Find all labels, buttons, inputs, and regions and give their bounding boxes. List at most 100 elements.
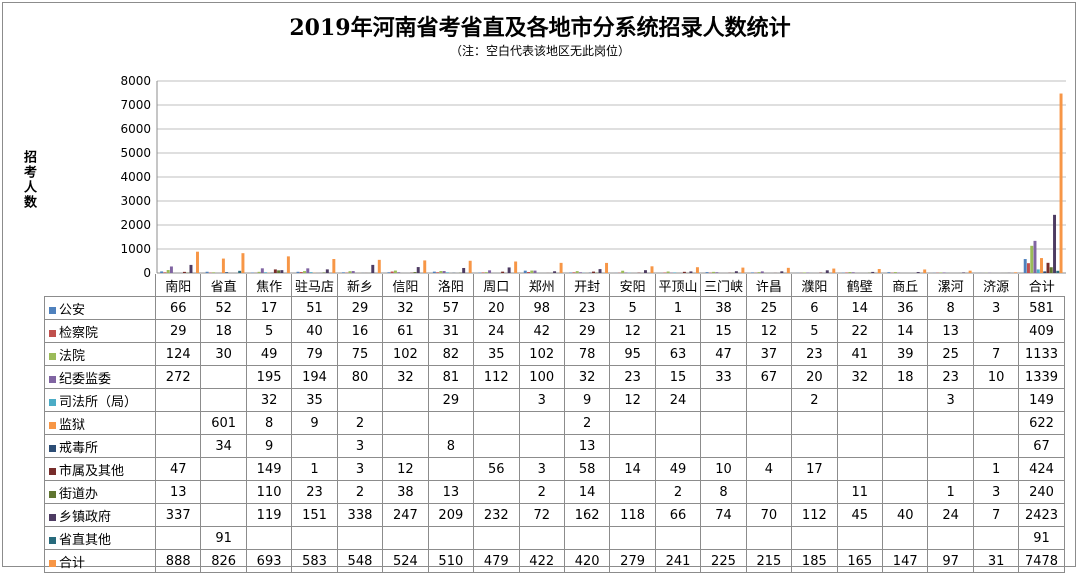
data-label — [837, 527, 882, 550]
bar — [572, 272, 575, 273]
data-label: 10 — [973, 366, 1018, 389]
data-label — [428, 458, 473, 481]
data-label: 12 — [383, 458, 428, 481]
bar — [1024, 259, 1027, 273]
legend-label: 检察院 — [59, 326, 98, 341]
data-label — [655, 412, 700, 435]
bar — [225, 272, 228, 273]
legend-label: 公安 — [59, 303, 85, 318]
data-label: 15 — [655, 366, 700, 389]
data-label: 81 — [428, 366, 473, 389]
data-label: 240 — [1019, 481, 1064, 504]
legend-label: 市属及其他 — [59, 464, 124, 479]
data-label: 32 — [246, 389, 291, 412]
bar — [280, 270, 283, 273]
bar — [167, 270, 170, 273]
data-label: 215 — [746, 550, 791, 573]
data-label: 79 — [292, 343, 337, 366]
data-label: 194 — [292, 366, 337, 389]
data-label — [474, 527, 519, 550]
x-tick-label: 信阳 — [383, 274, 428, 297]
bar — [673, 272, 676, 273]
legend-entry: 市属及其他 — [45, 458, 156, 481]
legend-key — [49, 514, 56, 521]
data-label: 162 — [564, 504, 609, 527]
bar — [274, 269, 277, 273]
bar — [553, 271, 556, 273]
y-tick-label: 6000 — [120, 122, 151, 136]
bar — [832, 269, 835, 273]
data-label: 100 — [519, 366, 564, 389]
bar — [576, 271, 579, 273]
data-label: 225 — [701, 550, 746, 573]
bar — [1053, 215, 1056, 273]
data-label — [383, 412, 428, 435]
data-label: 110 — [246, 481, 291, 504]
data-label: 47 — [156, 458, 201, 481]
data-label: 1339 — [1019, 366, 1064, 389]
data-label: 31 — [428, 320, 473, 343]
data-label — [973, 320, 1018, 343]
data-label: 51 — [292, 297, 337, 320]
bar — [969, 271, 972, 273]
data-label: 23 — [928, 366, 973, 389]
y-tick-label: 8000 — [120, 74, 151, 88]
data-label — [337, 389, 382, 412]
data-label — [792, 481, 837, 504]
data-label — [883, 481, 928, 504]
legend-key — [49, 307, 56, 314]
legend-label: 法院 — [59, 349, 85, 364]
bar — [871, 272, 874, 273]
data-label: 21 — [655, 320, 700, 343]
bar — [530, 271, 533, 273]
data-label: 97 — [928, 550, 973, 573]
bar — [443, 271, 446, 273]
x-tick-label: 周口 — [474, 274, 519, 297]
data-label — [883, 412, 928, 435]
data-label: 98 — [519, 297, 564, 320]
data-label — [746, 412, 791, 435]
table-header-row: 南阳省直焦作驻马店新乡信阳洛阳周口郑州开封安阳平顶山三门峡许昌濮阳鹤壁商丘漯河济… — [45, 274, 1065, 297]
data-label — [973, 389, 1018, 412]
legend-entry: 戒毒所 — [45, 435, 156, 458]
bar — [943, 272, 946, 273]
data-label — [156, 389, 201, 412]
data-label: 2 — [792, 389, 837, 412]
data-label — [928, 412, 973, 435]
bar — [323, 272, 326, 273]
bar — [485, 272, 488, 273]
legend-label: 街道办 — [59, 487, 98, 502]
data-label: 424 — [1019, 458, 1064, 481]
data-label: 3 — [337, 458, 382, 481]
bar — [371, 265, 374, 273]
bar — [845, 272, 848, 273]
bar — [163, 272, 166, 273]
data-label — [928, 527, 973, 550]
data-label — [746, 481, 791, 504]
data-label: 13 — [156, 481, 201, 504]
data-label: 479 — [474, 550, 519, 573]
bar — [482, 272, 485, 273]
data-label — [837, 412, 882, 435]
data-label: 34 — [201, 435, 246, 458]
data-label — [428, 527, 473, 550]
bar — [514, 262, 517, 273]
data-label — [610, 481, 655, 504]
data-label: 74 — [701, 504, 746, 527]
legend-entry: 街道办 — [45, 481, 156, 504]
bar — [780, 271, 783, 273]
data-label: 195 — [246, 366, 291, 389]
x-tick-label: 新乡 — [337, 274, 382, 297]
y-tick-label: 7000 — [120, 98, 151, 112]
data-label: 149 — [246, 458, 291, 481]
data-label — [883, 435, 928, 458]
data-label — [701, 527, 746, 550]
data-label: 5 — [610, 297, 655, 320]
data-label: 2 — [519, 481, 564, 504]
data-label — [973, 435, 1018, 458]
data-label: 2 — [337, 481, 382, 504]
